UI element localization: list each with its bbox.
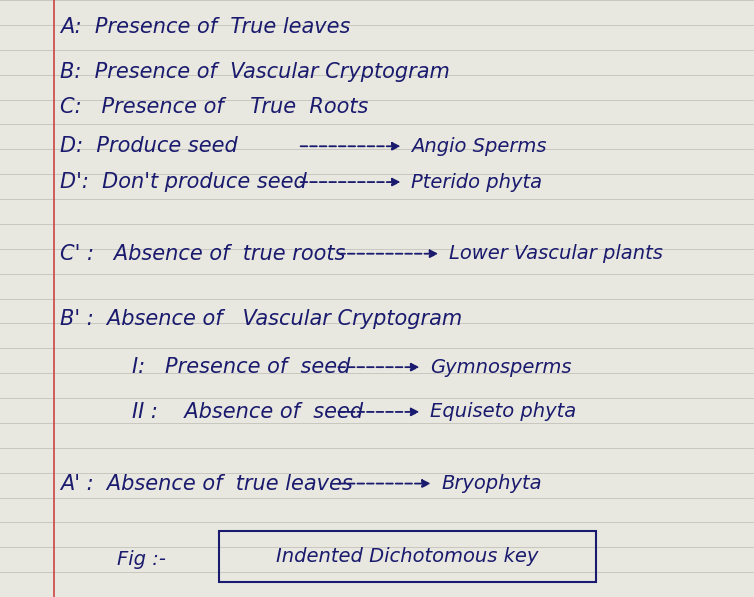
Text: Indented Dichotomous key: Indented Dichotomous key <box>276 547 538 566</box>
Text: Lower Vascular plants: Lower Vascular plants <box>449 244 663 263</box>
Text: A' :  Absence of  true leaves: A' : Absence of true leaves <box>60 473 353 494</box>
Text: A:  Presence of  True leaves: A: Presence of True leaves <box>60 17 351 37</box>
Text: Equiseto phyta: Equiseto phyta <box>430 402 576 421</box>
Text: Bryophyta: Bryophyta <box>441 474 541 493</box>
Text: C' :   Absence of  true roots: C' : Absence of true roots <box>60 244 345 264</box>
Text: II :    Absence of  seed: II : Absence of seed <box>132 402 363 422</box>
Text: Angio Sperms: Angio Sperms <box>411 137 547 156</box>
Text: Pterido phyta: Pterido phyta <box>411 173 542 192</box>
Text: B:  Presence of  Vascular Cryptogram: B: Presence of Vascular Cryptogram <box>60 61 450 82</box>
Text: I:   Presence of  seed: I: Presence of seed <box>132 357 351 377</box>
Text: B' :  Absence of   Vascular Cryptogram: B' : Absence of Vascular Cryptogram <box>60 309 462 330</box>
Text: Gymnosperms: Gymnosperms <box>430 358 572 377</box>
Text: Fig :-: Fig :- <box>117 550 166 570</box>
Text: D':  Don't produce seed: D': Don't produce seed <box>60 172 307 192</box>
Text: C:   Presence of    True  Roots: C: Presence of True Roots <box>60 97 369 118</box>
Text: D:  Produce seed: D: Produce seed <box>60 136 238 156</box>
